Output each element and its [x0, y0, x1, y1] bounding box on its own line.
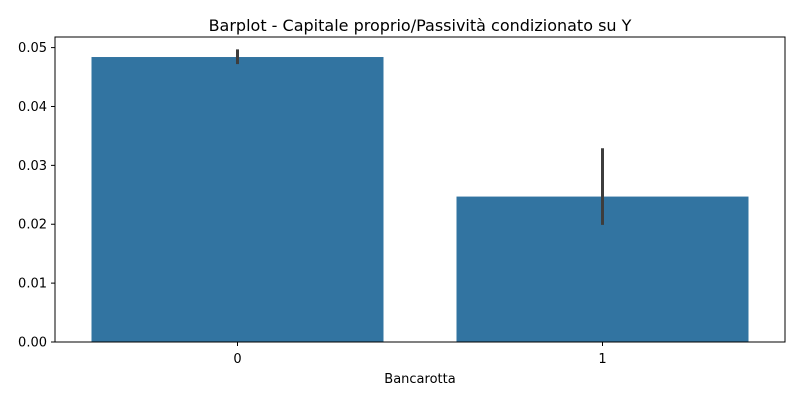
- y-tick-label: 0.04: [18, 100, 47, 115]
- x-axis-label: Bancarotta: [384, 372, 455, 387]
- y-tick-label: 0.03: [18, 159, 47, 174]
- y-tick-label: 0.00: [18, 336, 47, 351]
- bar-0: [91, 57, 384, 342]
- plot-area: 0.00 0.01 0.02 0.03 0.04 0.05 0 1: [18, 36, 786, 367]
- x-tick-label: 0: [233, 352, 241, 367]
- axes-frame: [54, 36, 786, 343]
- y-tick-label: 0.01: [18, 277, 47, 292]
- x-tick-label: 1: [598, 352, 606, 367]
- y-tick-label: 0.05: [18, 41, 47, 56]
- chart-title: Barplot - Capitale proprio/Passività con…: [209, 16, 632, 35]
- y-tick-label: 0.02: [18, 218, 47, 233]
